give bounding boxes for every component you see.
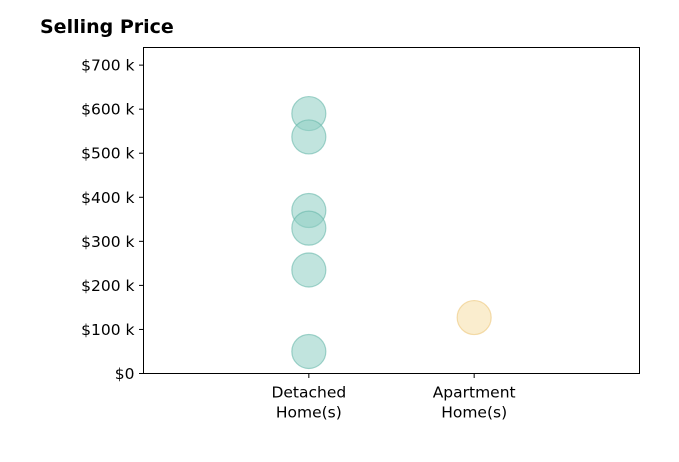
y-tick-label: $600 k xyxy=(81,101,134,119)
y-tick-label: $0 xyxy=(115,365,135,383)
y-tick-label: $700 k xyxy=(81,57,134,75)
data-point xyxy=(291,210,327,246)
data-point xyxy=(291,333,327,370)
y-tick-label: $300 k xyxy=(81,233,134,251)
data-point xyxy=(291,252,327,288)
y-tick-label: $100 k xyxy=(81,321,134,339)
y-tick-label: $400 k xyxy=(81,189,134,207)
x-tick-label: Apartment Home(s) xyxy=(433,384,516,422)
data-point xyxy=(291,119,327,155)
data-point xyxy=(456,299,492,336)
plot-frame xyxy=(143,47,640,374)
chart-title: Selling Price xyxy=(40,16,174,38)
y-tick-label: $500 k xyxy=(81,145,134,163)
x-tick-label: Detached Home(s) xyxy=(271,384,346,422)
y-tick-label: $200 k xyxy=(81,277,134,295)
